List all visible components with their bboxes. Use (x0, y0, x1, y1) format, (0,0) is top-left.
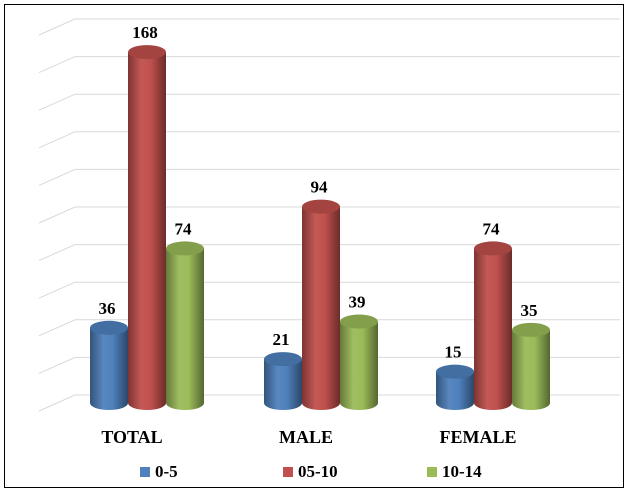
bars (90, 45, 550, 411)
legend-swatch (283, 467, 293, 477)
value-label: 15 (445, 343, 462, 362)
value-label: 36 (99, 299, 116, 318)
category-label: TOTAL (101, 427, 162, 447)
legend-item: 0-5 (140, 462, 178, 481)
bar-male-05-10 (302, 199, 340, 410)
gridline (38, 18, 620, 36)
gridline (38, 56, 620, 74)
legend-label: 05-10 (298, 462, 338, 481)
gridline (38, 244, 620, 262)
gridline (38, 168, 620, 186)
bar-female-05-10 (474, 241, 512, 410)
value-label: 35 (521, 301, 538, 320)
bar-male-10-14 (340, 314, 378, 410)
gridline (38, 93, 620, 111)
gridline (38, 131, 620, 149)
bar-total-10-14 (166, 241, 204, 410)
gridline (38, 356, 620, 374)
bar-male-0-5 (264, 352, 302, 410)
legend-swatch (140, 467, 150, 477)
category-labels: TOTAL MALE FEMALE (101, 427, 516, 447)
bar-total-0-5 (90, 320, 128, 410)
value-label: 168 (132, 23, 158, 42)
legend-label: 0-5 (155, 462, 178, 481)
gridline (38, 319, 620, 337)
legend-item: 05-10 (283, 462, 338, 481)
value-label: 74 (175, 219, 193, 238)
category-label: MALE (279, 427, 333, 447)
legend-item: 10-14 (427, 462, 482, 481)
legend: 0-5 05-10 10-14 (140, 462, 482, 481)
bar-female-10-14 (512, 322, 550, 410)
value-label: 21 (273, 330, 290, 349)
bar-female-0-5 (436, 364, 474, 410)
gridline (38, 206, 620, 224)
bar-total-05-10 (128, 45, 166, 411)
gridline (38, 281, 620, 299)
legend-swatch (427, 467, 437, 477)
value-labels: 36 168 74 21 94 39 15 74 35 (99, 23, 538, 362)
value-label: 94 (311, 178, 329, 197)
value-label: 74 (483, 219, 501, 238)
value-label: 39 (349, 293, 366, 312)
category-label: FEMALE (439, 427, 516, 447)
legend-label: 10-14 (442, 462, 482, 481)
